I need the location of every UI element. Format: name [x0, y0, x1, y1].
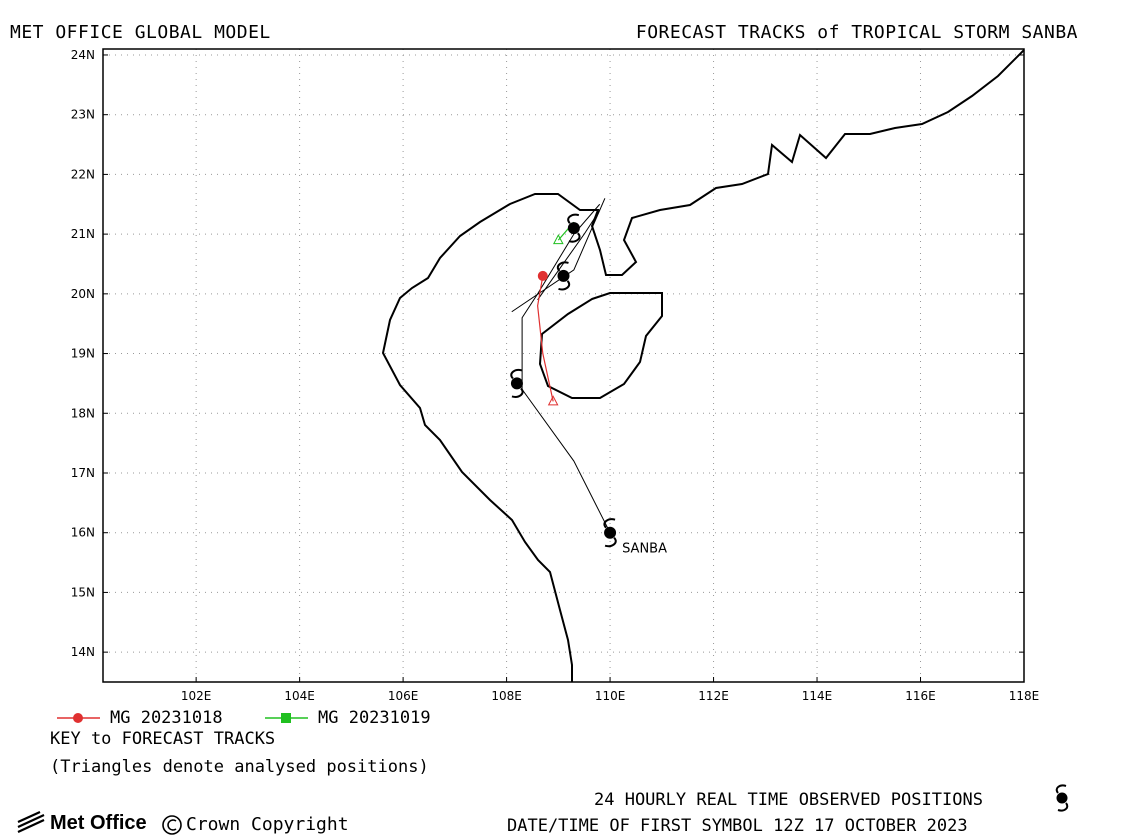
- legend-label-mg-20231019: MG 20231019: [318, 708, 431, 728]
- track-line: [537, 275, 554, 402]
- cyclone-position-icon: [510, 368, 524, 398]
- lon-tick-label: 102E: [181, 689, 212, 703]
- forecast-point: [537, 270, 548, 281]
- lat-tick-label: 19N: [71, 347, 95, 361]
- observed-positions: [510, 213, 617, 548]
- met-office-logo-icon: [17, 810, 45, 833]
- analysed-position-triangle: [547, 395, 559, 406]
- observed-positions-note: 24 HOURLY REAL TIME OBSERVED POSITIONS: [594, 790, 983, 810]
- map-grid: [103, 49, 1025, 682]
- ensemble-track-line: [537, 209, 601, 301]
- lon-tick-label: 110E: [595, 689, 626, 703]
- lat-tick-label: 14N: [71, 645, 95, 659]
- analysed-position-triangle: [552, 234, 564, 245]
- legend-label-mg-20231018: MG 20231018: [110, 708, 223, 728]
- map-title: FORECAST TRACKS of TROPICAL STORM SANBA: [635, 22, 1078, 43]
- cyclone-position-icon: [556, 261, 571, 291]
- lon-tick-label: 108E: [491, 689, 522, 703]
- ensemble-track-line: [511, 198, 606, 313]
- first-symbol-date: DATE/TIME OF FIRST SYMBOL 12Z 17 OCTOBER…: [507, 816, 968, 836]
- copyright-label: Crown Copyright: [186, 814, 349, 835]
- mainland-coastline: [381, 49, 1025, 682]
- hainan-coastline: [538, 292, 663, 399]
- lat-tick-label: 23N: [71, 108, 95, 122]
- lat-tick-label: 17N: [71, 466, 95, 480]
- lat-tick-label: 20N: [71, 287, 95, 301]
- legend-marker-mg-20231018: [57, 713, 100, 723]
- axis-labels: 24N 23N 22N 21N 20N 19N 18N 17N 16N 15N 14N 102E 104…: [71, 48, 1040, 703]
- copyright-icon: [162, 815, 182, 835]
- lat-tick-label: 22N: [71, 167, 95, 181]
- lon-tick-label: 106E: [388, 689, 419, 703]
- map-frame: [102, 48, 1025, 683]
- cyclone-symbol-icon: [1055, 784, 1069, 812]
- storm-label: SANBA: [622, 542, 667, 557]
- copyright-text: Crown Copyright: [162, 814, 349, 835]
- key-title: KEY to FORECAST TRACKS: [50, 729, 276, 749]
- lat-tick-label: 21N: [71, 227, 95, 241]
- met-office-brand: Met Office: [18, 812, 147, 835]
- lat-tick-label: 24N: [71, 48, 95, 62]
- lon-tick-label: 118E: [1009, 689, 1040, 703]
- lon-tick-label: 114E: [802, 689, 833, 703]
- cyclone-position-icon: [603, 518, 617, 548]
- brand-text: Met Office: [50, 812, 147, 834]
- left-title: MET OFFICE GLOBAL MODEL: [10, 22, 271, 43]
- lon-tick-label: 116E: [905, 689, 936, 703]
- lat-tick-label: 15N: [71, 585, 95, 599]
- lon-tick-label: 112E: [698, 689, 729, 703]
- key-note: (Triangles denote analysed positions): [50, 757, 429, 777]
- legend-marker-mg-20231019: [265, 713, 308, 723]
- cyclone-position-icon: [567, 213, 581, 243]
- forecast-tracks: [511, 198, 611, 533]
- ensemble-track-line: [521, 203, 611, 533]
- lat-tick-label: 16N: [71, 526, 95, 540]
- coastline: [381, 49, 1025, 682]
- lon-tick-label: 104E: [284, 689, 315, 703]
- lat-tick-label: 18N: [71, 406, 95, 420]
